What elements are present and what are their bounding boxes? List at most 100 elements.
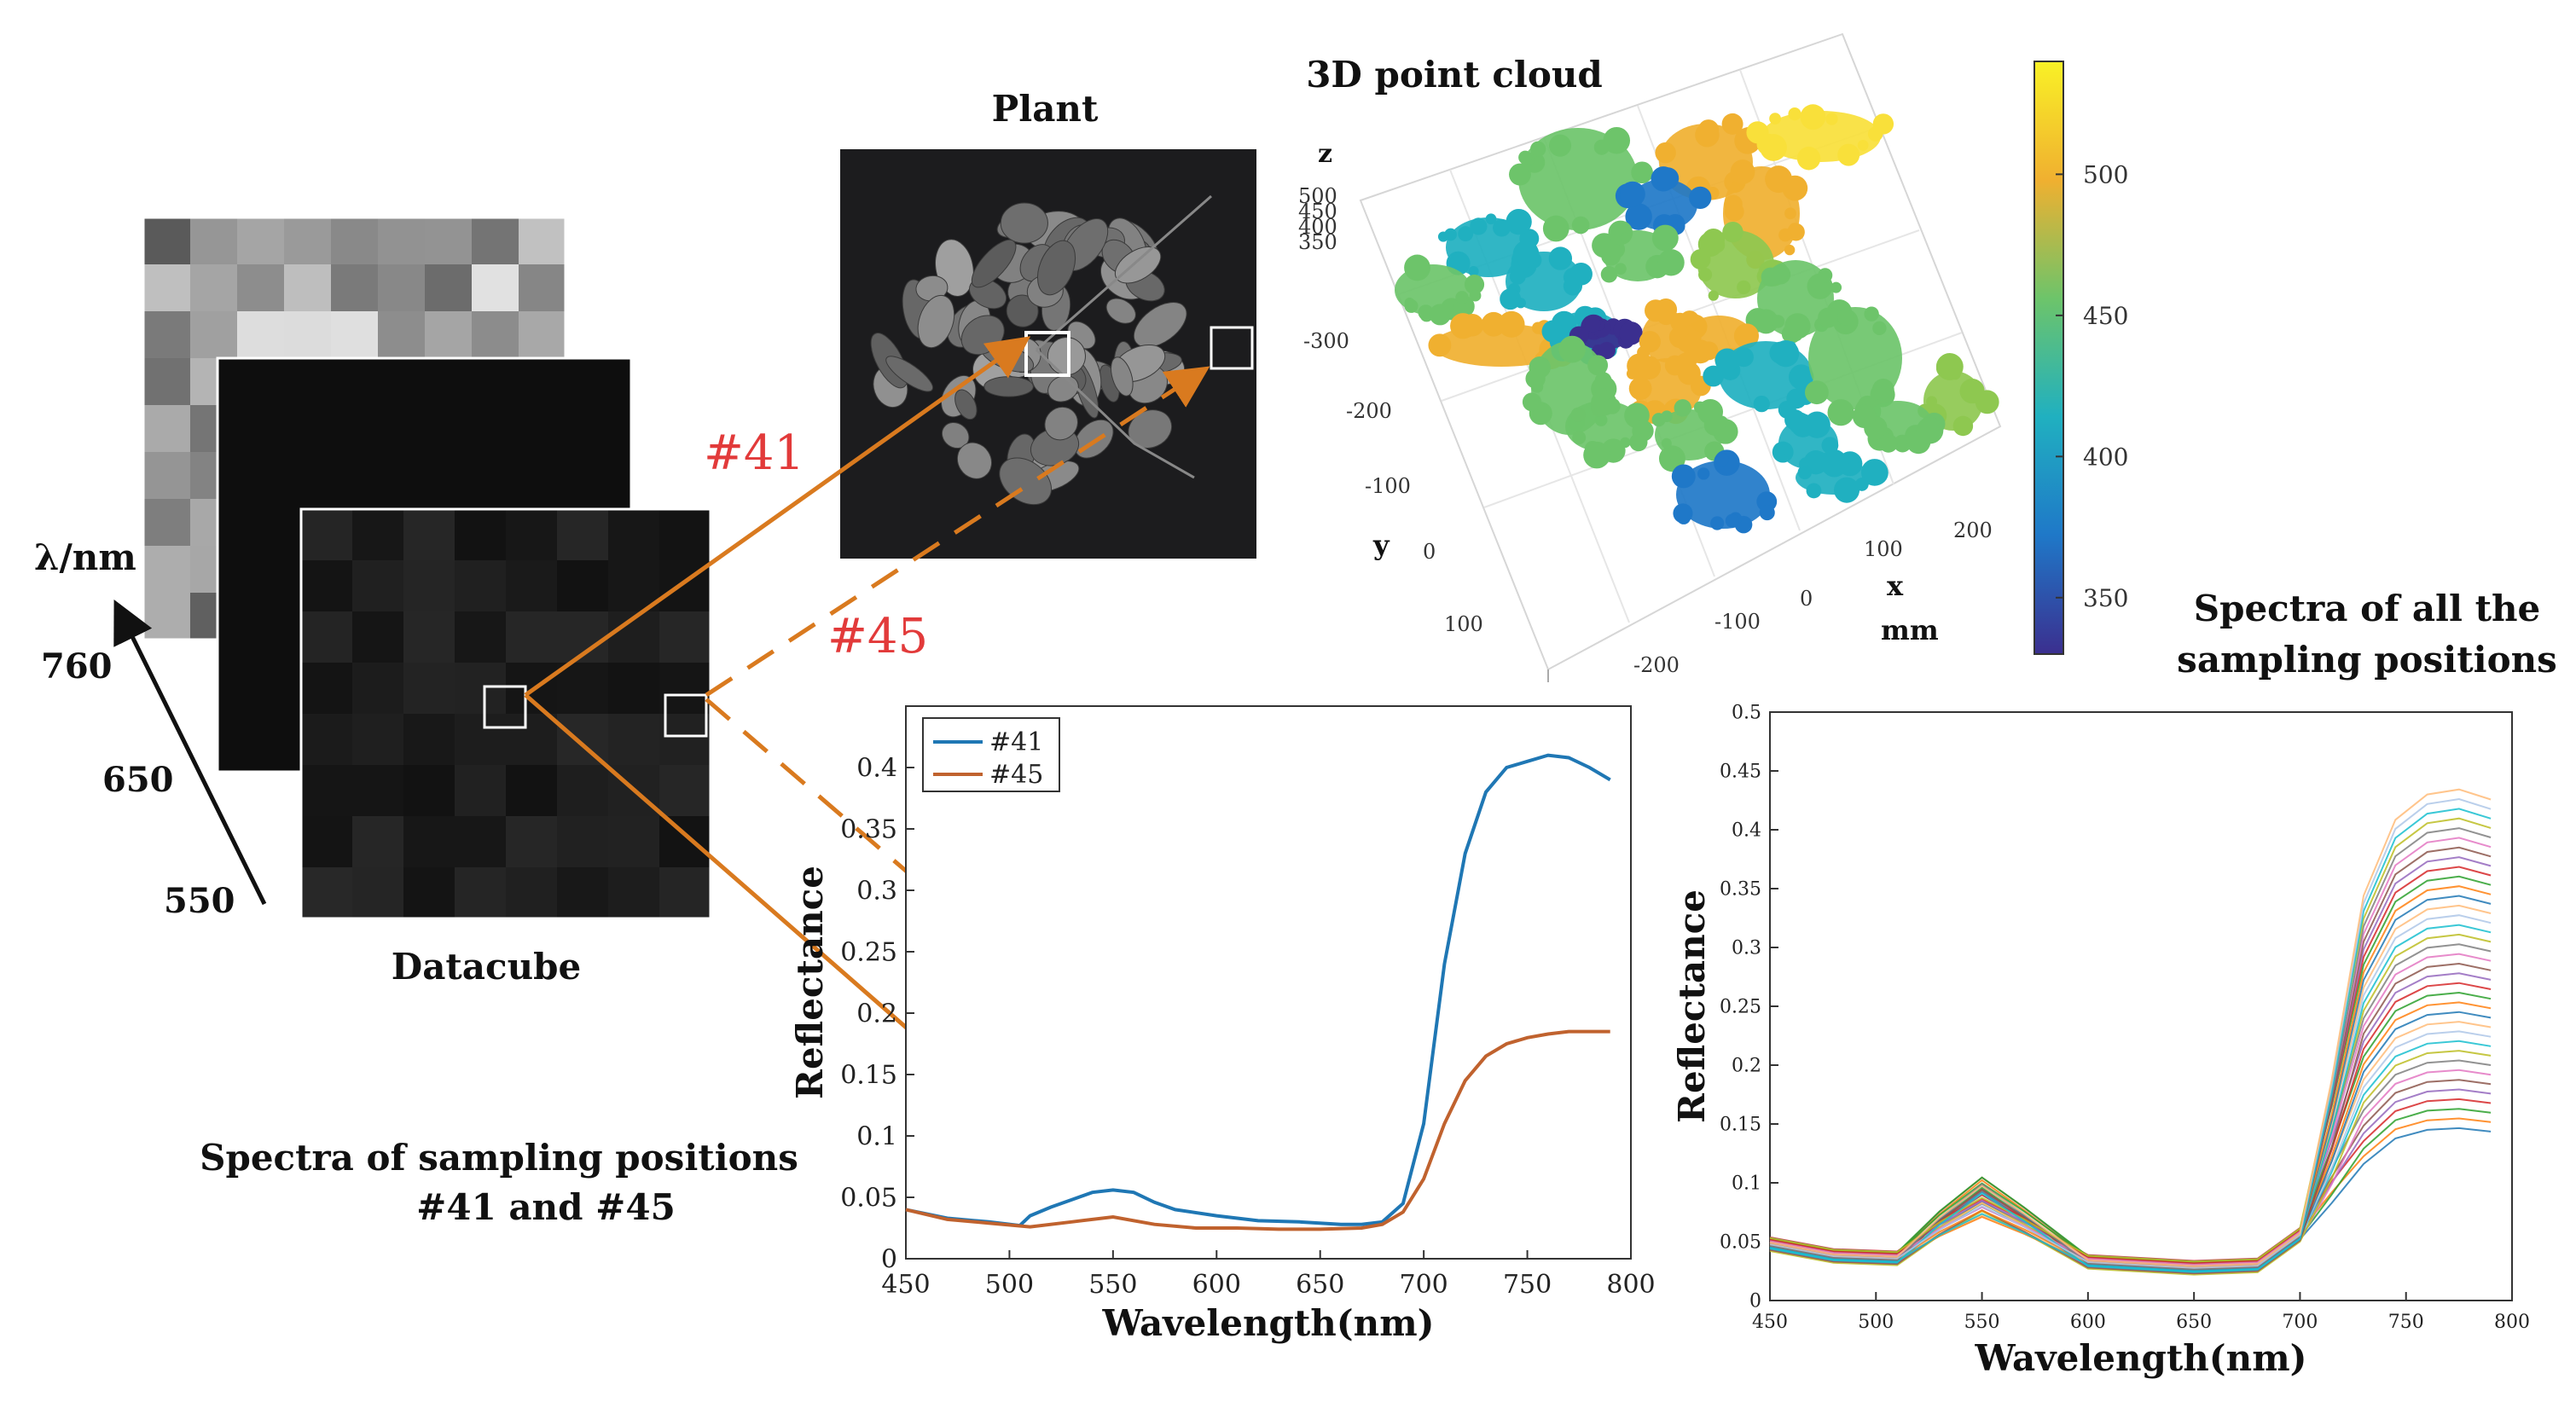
- point-cloud-point: [1661, 437, 1672, 449]
- datacube-pixel: [659, 867, 711, 919]
- point-cloud-point: [1619, 181, 1645, 207]
- y-tick-label: 0: [881, 1245, 897, 1275]
- x-axis-label: Wavelength(nm): [1101, 1302, 1434, 1344]
- point-cloud-point: [1585, 316, 1601, 333]
- spectra-pair-caption: Spectra of sampling positions #41 and #4…: [200, 1137, 798, 1228]
- datacube-pixel: [659, 611, 711, 663]
- series-line-sample-45: [905, 1029, 1610, 1231]
- arrow-41-to-plant: [524, 336, 1031, 698]
- datacube-pixel: [608, 867, 660, 919]
- datacube-pixel: [557, 560, 609, 612]
- sample-45-box-plant: [1210, 326, 1254, 370]
- point-cloud-point: [1733, 323, 1760, 349]
- datacube-pixel: [425, 264, 473, 312]
- point-cloud-point: [1657, 249, 1685, 276]
- point-cloud-point: [1594, 372, 1612, 389]
- datacube-pixel: [352, 867, 404, 919]
- datacube-pixel: [557, 509, 609, 561]
- datacube-pixel: [284, 264, 332, 312]
- point-cloud-x-label: x: [1887, 570, 1904, 602]
- z-tick-450: 450: [1298, 200, 1337, 223]
- plant-leaf: [1044, 406, 1078, 441]
- x-tick-label: 550: [1964, 1312, 2000, 1333]
- point-cloud-point: [1756, 133, 1778, 155]
- datacube-pixel: [378, 217, 426, 265]
- datacube-pixel: [455, 816, 507, 868]
- y-tick-label: 0.45: [1720, 762, 1761, 783]
- sample-41-box-cube: [483, 685, 527, 729]
- point-cloud-point: [1805, 380, 1829, 405]
- point-cloud-point: [1548, 134, 1572, 157]
- x-tick-label: 750: [2388, 1312, 2424, 1333]
- point-cloud-point: [1668, 449, 1682, 461]
- datacube-pixel: [659, 765, 711, 817]
- plant-leaf: [983, 376, 1034, 397]
- datacube-pixel: [506, 714, 558, 766]
- plant-leaf: [1047, 337, 1086, 376]
- point-cloud-point: [1714, 348, 1739, 373]
- point-cloud-point: [1771, 315, 1785, 328]
- point-cloud-point: [1651, 224, 1679, 252]
- point-cloud-point: [1703, 414, 1726, 436]
- y-tick-100: 100: [1444, 612, 1483, 636]
- z-tick-500: 500: [1298, 184, 1337, 208]
- point-cloud-point: [1695, 122, 1720, 148]
- datacube-pixel: [301, 560, 353, 612]
- datacube: λ/nm 760 650 550 Datacube: [34, 216, 712, 988]
- datacube-pixel: [143, 593, 191, 640]
- point-cloud-point: [1800, 104, 1826, 130]
- plant-leaf: [917, 294, 955, 349]
- datacube-pixel: [608, 714, 660, 766]
- point-cloud-blobs: [1395, 104, 1999, 534]
- x-tick-neg200: -200: [1633, 653, 1680, 677]
- point-cloud-point: [1655, 142, 1676, 164]
- point-cloud-point: [1737, 280, 1751, 295]
- y-tick-neg300: -300: [1303, 329, 1349, 353]
- y-tick-label: 0.05: [1720, 1232, 1761, 1254]
- point-cloud-point: [1872, 113, 1894, 135]
- point-cloud-point: [1864, 306, 1879, 322]
- datacube-pixel: [608, 816, 660, 868]
- point-cloud-point: [1469, 289, 1482, 302]
- datacube-pixel: [352, 611, 404, 663]
- point-cloud-point: [1600, 265, 1618, 283]
- datacube-pixel: [403, 663, 455, 715]
- point-cloud-point: [1761, 267, 1780, 287]
- datacube-front-layer: [299, 507, 712, 920]
- plant-leaves: [870, 194, 1212, 506]
- datacube-pixel: [301, 867, 353, 919]
- point-cloud-point: [1788, 223, 1801, 235]
- datacube-pixel: [301, 509, 353, 561]
- point-cloud-point: [1651, 304, 1666, 318]
- point-cloud-point: [1950, 368, 1961, 380]
- point-cloud-point: [1768, 168, 1783, 182]
- datacube-pixel: [378, 311, 426, 359]
- point-cloud-point: [1847, 461, 1861, 474]
- colorbar-tick-label: 400: [2083, 443, 2128, 471]
- datacube-pixel: [519, 217, 566, 265]
- datacube-pixel: [455, 867, 507, 919]
- y-tick-label: 0.4: [856, 754, 897, 784]
- point-cloud-point: [1825, 113, 1838, 125]
- point-cloud-point: [1769, 113, 1781, 125]
- point-cloud-point: [1558, 335, 1587, 363]
- point-cloud-point: [1789, 364, 1814, 390]
- datacube-pixel: [190, 264, 238, 312]
- datacube-pixel: [331, 264, 379, 312]
- datacube-pixel: [557, 816, 609, 868]
- y-tick-label: 0.2: [856, 999, 897, 1029]
- z-tick-400: 400: [1298, 215, 1337, 239]
- point-cloud-point: [1975, 390, 1999, 414]
- datacube-pixel: [659, 714, 711, 766]
- spectra-all-caption: Spectra of all the sampling positions: [2177, 588, 2557, 681]
- point-cloud-point: [1593, 139, 1610, 155]
- plant-leaf: [971, 239, 1017, 288]
- point-cloud-point: [1656, 167, 1680, 190]
- point-cloud-point: [1498, 310, 1525, 338]
- point-cloud-point: [1721, 113, 1743, 135]
- y-axis-label: Reflectance: [1671, 889, 1713, 1123]
- datacube-pixel: [608, 509, 660, 561]
- x-tick-label: 800: [2494, 1312, 2530, 1333]
- y-tick-label: 0.25: [1720, 997, 1761, 1018]
- point-cloud-point: [1529, 141, 1546, 157]
